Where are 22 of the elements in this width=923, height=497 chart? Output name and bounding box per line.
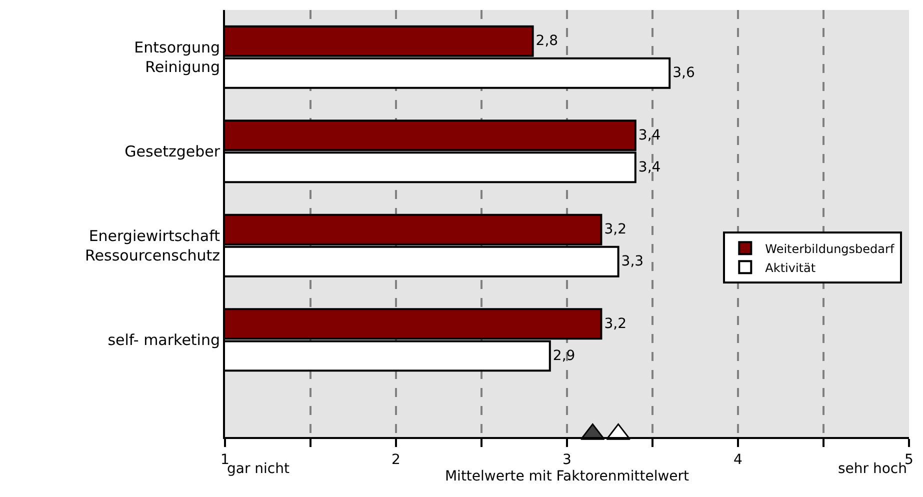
y-tick-label: Energiewirtschaft Ressourcenschutz [85,227,220,265]
data-label: 3,2 [604,222,626,238]
data-label: 3,6 [672,65,695,82]
x-axis-title: Mittelwerte mit Faktorenmittelwert [444,468,690,485]
x-tick-label: 5 [904,452,914,468]
data-label: 2,8 [536,33,558,50]
text: gar nicht [227,461,290,477]
x-tick-label: 2 [392,452,400,468]
x-tick-label: 4 [734,452,743,468]
data-label: 3,4 [638,127,661,144]
legend-label: Weiterbildungsbedarf [765,242,895,256]
data-label: 3,2 [604,316,626,332]
y-tick-label: Entsorgung Reinigung [134,38,220,76]
x-tick-label: 1 [220,452,230,468]
data-label: 3,3 [621,254,644,270]
data-label: 2,9 [552,348,576,364]
data-label: 3,4 [638,159,661,176]
y-tick-label: Gesetzgeber [124,142,221,161]
y-tick-label: self- marketing [108,331,220,350]
legend-label: Aktivität [765,260,816,275]
text: sehr hoch [838,461,907,477]
x-tick-label: 3 [562,452,572,468]
